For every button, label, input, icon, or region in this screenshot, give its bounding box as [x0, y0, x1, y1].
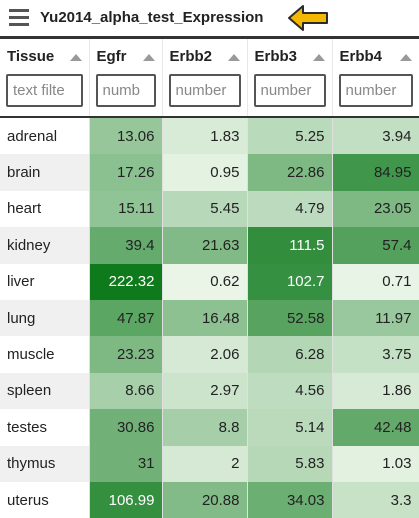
erbb3-value-cell: 5.83	[247, 445, 333, 482]
sort-icon[interactable]	[227, 54, 240, 61]
column-label: Erbb2	[169, 48, 213, 65]
tissue-cell: thymus	[0, 445, 90, 482]
tissue-cell: kidney	[0, 227, 90, 264]
column-header-erbb4[interactable]: Erbb4	[332, 36, 419, 74]
erbb4-value-cell: 0.71	[332, 263, 419, 300]
erbb3-value-cell: 5.25	[247, 117, 333, 155]
egfr-value-cell: 15.11	[89, 190, 163, 228]
erbb3-value-cell: 22.86	[247, 154, 333, 191]
erbb2-value-cell: 20.88	[162, 481, 248, 518]
table-row[interactable]: adrenal 13.06 1.83 5.25 3.94	[0, 117, 419, 155]
erbb4-value-cell: 3.94	[332, 117, 419, 155]
erbb2-value-cell: 8.8	[162, 409, 248, 446]
egfr-value-cell: 47.87	[89, 299, 163, 337]
erbb3-value-cell: 4.79	[247, 190, 333, 228]
column-header-erbb3[interactable]: Erbb3	[247, 36, 333, 74]
tissue-cell: lung	[0, 299, 90, 337]
erbb4-value-cell: 57.4	[332, 227, 419, 264]
erbb2-value-cell: 5.45	[162, 190, 248, 228]
filter-cell	[247, 74, 333, 118]
table-row[interactable]: muscle 23.23 2.06 6.28 3.75	[0, 336, 419, 373]
sort-icon[interactable]	[142, 54, 155, 61]
table-row[interactable]: lung 47.87 16.48 52.58 11.97	[0, 299, 419, 337]
egfr-value-cell: 106.99	[89, 481, 163, 518]
tissue-cell: muscle	[0, 336, 90, 373]
erbb2-value-cell: 2.97	[162, 372, 248, 410]
egfr-value-cell: 23.23	[89, 336, 163, 373]
erbb4-value-cell: 42.48	[332, 409, 419, 446]
arrow-left-icon	[288, 5, 328, 31]
tissue-cell: liver	[0, 263, 90, 300]
header-row: Tissue Egfr Erbb2 Erbb3 Erbb4	[0, 36, 419, 74]
tissue-filter-input[interactable]	[6, 74, 83, 107]
table-row[interactable]: kidney 39.4 21.63 111.5 57.4	[0, 227, 419, 264]
egfr-filter-input[interactable]	[95, 74, 156, 107]
table-row[interactable]: thymus 31 2 5.83 1.03	[0, 445, 419, 482]
table-row[interactable]: brain 17.26 0.95 22.86 84.95	[0, 154, 419, 191]
table-row[interactable]: spleen 8.66 2.97 4.56 1.86	[0, 372, 419, 410]
egfr-value-cell: 8.66	[89, 372, 163, 410]
erbb3-filter-input[interactable]	[253, 74, 326, 107]
erbb2-value-cell: 2	[162, 445, 248, 482]
tissue-cell: adrenal	[0, 117, 90, 155]
erbb3-value-cell: 52.58	[247, 299, 333, 337]
tissue-cell: testes	[0, 409, 90, 446]
table-row[interactable]: liver 222.32 0.62 102.7 0.71	[0, 263, 419, 300]
erbb4-value-cell: 3.3	[332, 481, 419, 518]
egfr-value-cell: 39.4	[89, 227, 163, 264]
table-row[interactable]: uterus 106.99 20.88 34.03 3.3	[0, 481, 419, 518]
erbb4-value-cell: 1.86	[332, 372, 419, 410]
column-header-erbb2[interactable]: Erbb2	[162, 36, 248, 74]
filter-cell	[0, 74, 90, 118]
erbb3-value-cell: 111.5	[247, 227, 333, 264]
egfr-value-cell: 17.26	[89, 154, 163, 191]
page-title: Yu2014_alpha_test_Expression	[40, 9, 264, 26]
column-header-egfr[interactable]: Egfr	[89, 36, 163, 74]
erbb2-value-cell: 0.95	[162, 154, 248, 191]
column-header-tissue[interactable]: Tissue	[0, 36, 90, 74]
erbb2-value-cell: 1.83	[162, 117, 248, 155]
title-bar: Yu2014_alpha_test_Expression	[0, 0, 419, 36]
column-label: Erbb3	[254, 48, 298, 65]
tissue-cell: heart	[0, 190, 90, 228]
erbb4-value-cell: 1.03	[332, 445, 419, 482]
column-label: Egfr	[96, 48, 127, 65]
erbb4-value-cell: 3.75	[332, 336, 419, 373]
column-label: Tissue	[7, 48, 55, 65]
erbb2-value-cell: 16.48	[162, 299, 248, 337]
expression-table: Tissue Egfr Erbb2 Erbb3 Erbb4 adrenal13.…	[0, 36, 419, 518]
erbb4-value-cell: 11.97	[332, 299, 419, 337]
erbb3-value-cell: 4.56	[247, 372, 333, 410]
egfr-value-cell: 13.06	[89, 117, 163, 155]
egfr-value-cell: 30.86	[89, 409, 163, 446]
tissue-cell: spleen	[0, 372, 90, 410]
sort-icon[interactable]	[399, 54, 412, 61]
erbb3-value-cell: 34.03	[247, 481, 333, 518]
erbb3-value-cell: 102.7	[247, 263, 333, 300]
table-row[interactable]: testes 30.86 8.8 5.14 42.48	[0, 409, 419, 446]
erbb4-value-cell: 23.05	[332, 190, 419, 228]
egfr-value-cell: 31	[89, 445, 163, 482]
filter-row	[0, 74, 419, 118]
erbb2-value-cell: 21.63	[162, 227, 248, 264]
egfr-value-cell: 222.32	[89, 263, 163, 300]
erbb3-value-cell: 6.28	[247, 336, 333, 373]
erbb4-filter-input[interactable]	[338, 74, 413, 107]
tissue-cell: brain	[0, 154, 90, 191]
sort-icon[interactable]	[312, 54, 325, 61]
hamburger-menu-icon[interactable]	[9, 9, 29, 27]
table-row[interactable]: heart 15.11 5.45 4.79 23.05	[0, 190, 419, 228]
erbb2-value-cell: 0.62	[162, 263, 248, 300]
erbb2-filter-input[interactable]	[168, 74, 241, 107]
filter-cell	[89, 74, 163, 118]
table-body: adrenal 13.06 1.83 5.25 3.94 brain 17.26 0.95 22…	[0, 117, 419, 518]
filter-cell	[162, 74, 248, 118]
erbb4-value-cell: 84.95	[332, 154, 419, 191]
erbb2-value-cell: 2.06	[162, 336, 248, 373]
erbb3-value-cell: 5.14	[247, 409, 333, 446]
filter-cell	[332, 74, 419, 118]
column-label: Erbb4	[339, 48, 383, 65]
sort-icon[interactable]	[69, 54, 82, 61]
tissue-cell: uterus	[0, 481, 90, 518]
